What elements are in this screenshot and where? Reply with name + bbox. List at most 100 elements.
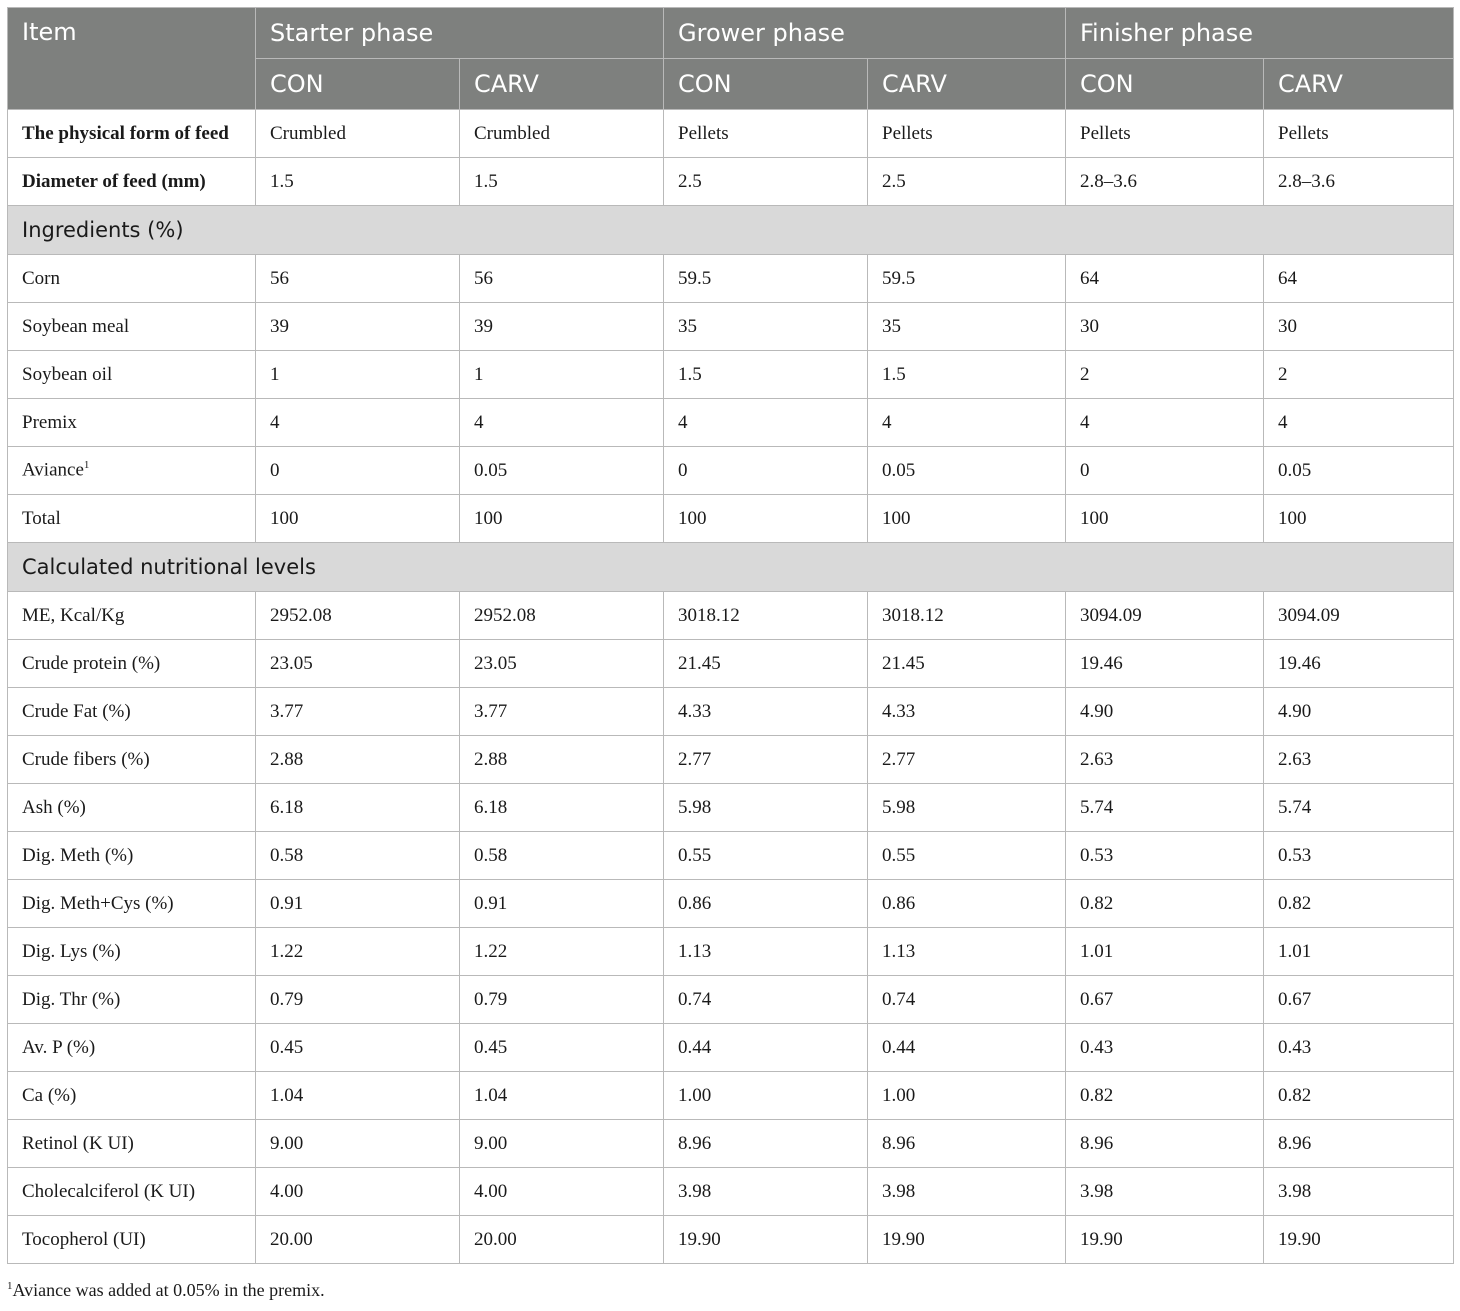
table-cell: 1.5 [663,350,868,399]
header-row-groups: CON CARV CON CARV CON CARV [8,58,1455,110]
table-cell: 8.96 [867,1119,1066,1168]
table-cell: 19.90 [663,1215,868,1264]
row-label-text: Ash (%) [22,796,86,818]
table-cell: 1.04 [459,1071,664,1120]
table-cell: Pellets [1065,109,1264,158]
table-cell: 2.8–3.6 [1262,157,1455,206]
table-cell: 64 [1262,254,1455,303]
header-phase-grower: Grower phase [663,7,1066,59]
table-cell: 1 [255,350,460,399]
header-group: CON [255,58,460,110]
table-cell: 9.00 [255,1119,460,1168]
table-cell: 4.00 [459,1167,664,1216]
table-cell: 0.86 [663,879,868,928]
table-cell: 1.00 [663,1071,868,1120]
table-cell: 1.13 [867,927,1066,976]
table-cell: 19.46 [1065,639,1264,688]
table-cell: 2.77 [867,735,1066,784]
table-cell: 2.63 [1262,735,1455,784]
table-cell: 0.67 [1262,975,1455,1024]
row-label-text: Crude fibers (%) [22,748,150,770]
table-cell: 3.98 [1262,1167,1455,1216]
row-label: Dig. Thr (%) [7,975,256,1024]
table-cell: 0.44 [867,1023,1066,1072]
table-cell: 39 [255,302,460,351]
row-label: Cholecalciferol (K UI) [7,1167,256,1216]
header-item: Item [7,7,256,110]
row-label: Ash (%) [7,783,256,832]
table-cell: 0.43 [1065,1023,1264,1072]
table-cell: 0.58 [255,831,460,880]
table-cell: 2 [1065,350,1264,399]
table-cell: 3.77 [255,687,460,736]
section-nutrition: Calculated nutritional levels [6,542,1455,592]
footnote: 1Aviance was added at 0.05% in the premi… [7,1280,325,1301]
table-cell: 0.53 [1065,831,1264,880]
table-cell: 0.05 [867,446,1066,495]
table-cell: 64 [1065,254,1264,303]
table-row: The physical form of feed Crumbled Crumble… [7,109,1455,158]
table-cell: 3018.12 [867,591,1066,640]
row-label: Av. P (%) [7,1023,256,1072]
table-cell: 0.55 [663,831,868,880]
row-label-text: Cholecalciferol (K UI) [22,1180,196,1202]
section-title: Calculated nutritional levels [6,542,1455,592]
table-cell: 0.82 [1262,1071,1455,1120]
table-cell: 0.82 [1065,1071,1264,1120]
table-cell: 35 [867,302,1066,351]
table-cell: 19.90 [1065,1215,1264,1264]
footnote-marker: 1 [7,1280,13,1292]
table-cell: 2.5 [663,157,868,206]
table-cell: 4 [867,398,1066,447]
table-cell: 20.00 [459,1215,664,1264]
table-cell: 1.5 [459,157,664,206]
table-row: Ash (%) 6.18 6.18 5.98 5.98 5.74 5.74 [7,783,1455,832]
row-label-text: Tocopherol (UI) [22,1228,146,1250]
table-cell: 39 [459,302,664,351]
table-row: Crude protein (%) 23.05 23.05 21.45 21.45 19.… [7,639,1455,688]
table-cell: 2952.08 [459,591,664,640]
table-row: Av. P (%) 0.45 0.45 0.44 0.44 0.43 0.43 [7,1023,1455,1072]
table-cell: 2.88 [459,735,664,784]
header-phase-starter: Starter phase [255,7,664,59]
table-cell: 2952.08 [255,591,460,640]
table-cell: Pellets [1262,109,1455,158]
table-cell: 59.5 [867,254,1066,303]
table-cell: 1.01 [1262,927,1455,976]
table-row: Crude Fat (%) 3.77 3.77 4.33 4.33 4.90 4.90 [7,687,1455,736]
table-cell: 4.90 [1065,687,1264,736]
table-cell: 8.96 [1065,1119,1264,1168]
header-phase-finisher: Finisher phase [1064,7,1455,59]
table-cell: 0.05 [1262,446,1455,495]
row-label: Total [7,494,256,543]
table-header: Item Starter phase Grower phase Finisher… [7,7,1455,110]
row-label-text: Premix [22,411,77,433]
row-label: Diameter of feed (mm) [7,157,256,206]
row-label: Retinol (K UI) [7,1119,256,1168]
row-label-text: Soybean meal [22,315,130,337]
table-row: Total 100 100 100 100 100 100 [7,494,1455,543]
row-label-text: Total [22,507,61,529]
table-cell: 0.05 [459,446,664,495]
table-cell: 1.00 [867,1071,1066,1120]
table-row: Soybean meal 39 39 35 35 30 30 [7,302,1455,351]
row-label: Crude Fat (%) [7,687,256,736]
table-cell: 0.44 [663,1023,868,1072]
table-cell: 30 [1262,302,1455,351]
table-cell: 9.00 [459,1119,664,1168]
table-cell: 19.90 [1262,1215,1455,1264]
table-cell: 20.00 [255,1215,460,1264]
table-cell: 2 [1262,350,1455,399]
table-cell: 0.74 [663,975,868,1024]
table-cell: 2.8–3.6 [1065,157,1264,206]
row-label-text: The physical form of feed [22,122,229,144]
table-cell: 3018.12 [663,591,868,640]
row-label-text: Crude protein (%) [22,652,161,674]
table-cell: Crumbled [255,109,460,158]
footnote-text: Aviance was added at 0.05% in the premix… [12,1280,325,1300]
row-label: The physical form of feed [7,109,256,158]
table-cell: 4.33 [867,687,1066,736]
row-label: Tocopherol (UI) [7,1215,256,1264]
row-label-text: Aviance [22,459,84,481]
table-cell: 0.45 [459,1023,664,1072]
